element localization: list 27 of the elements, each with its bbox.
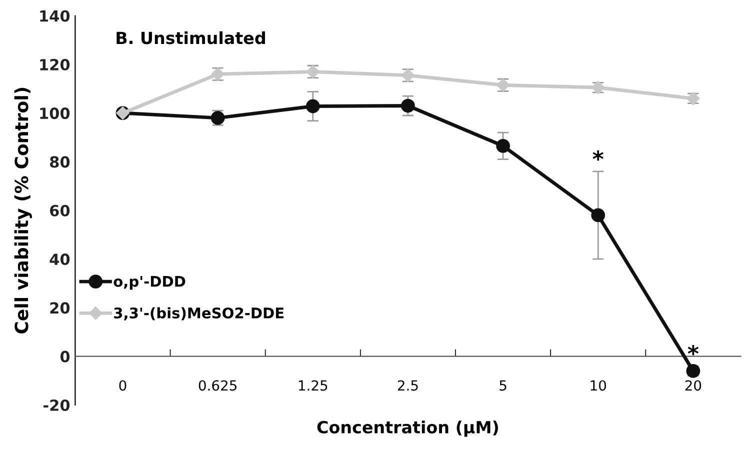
x-tick-label: 2.5 — [398, 380, 418, 391]
y-axis-title: Cell viability (% Control) — [14, 88, 32, 334]
point — [591, 208, 606, 222]
x-tick-label: 0 — [119, 380, 126, 391]
annotation: * — [688, 344, 699, 356]
x-tick-label: 0.625 — [198, 380, 236, 391]
legend-label: 3,3'-(bis)MeSO2-DDE — [114, 307, 284, 320]
legend-label: o,p'-DDD — [114, 276, 186, 290]
y-tick-label: 60 — [50, 204, 70, 216]
y-tick-label: -20 — [44, 399, 70, 412]
x-tick-label: 5 — [500, 380, 506, 391]
point — [496, 138, 510, 153]
x-tick-label: 10 — [590, 380, 606, 391]
x-axis-title: Concentration (µM) — [317, 420, 498, 437]
y-tick-label: 120 — [40, 58, 70, 70]
y-tick-label: 0 — [60, 350, 70, 362]
x-tick-label: 20 — [685, 380, 702, 391]
y-tick-label: 100 — [40, 108, 70, 120]
y-tick-label: 20 — [50, 302, 70, 314]
x-tick-label: 1.25 — [298, 380, 328, 391]
annotation: * — [592, 150, 604, 161]
text: B. Unstimulated — [116, 31, 265, 44]
point — [306, 99, 320, 114]
y-tick-label: 140 — [40, 10, 70, 22]
point — [401, 98, 415, 113]
y-tick-label: 40 — [50, 253, 70, 266]
y-tick-label: 80 — [50, 156, 70, 168]
